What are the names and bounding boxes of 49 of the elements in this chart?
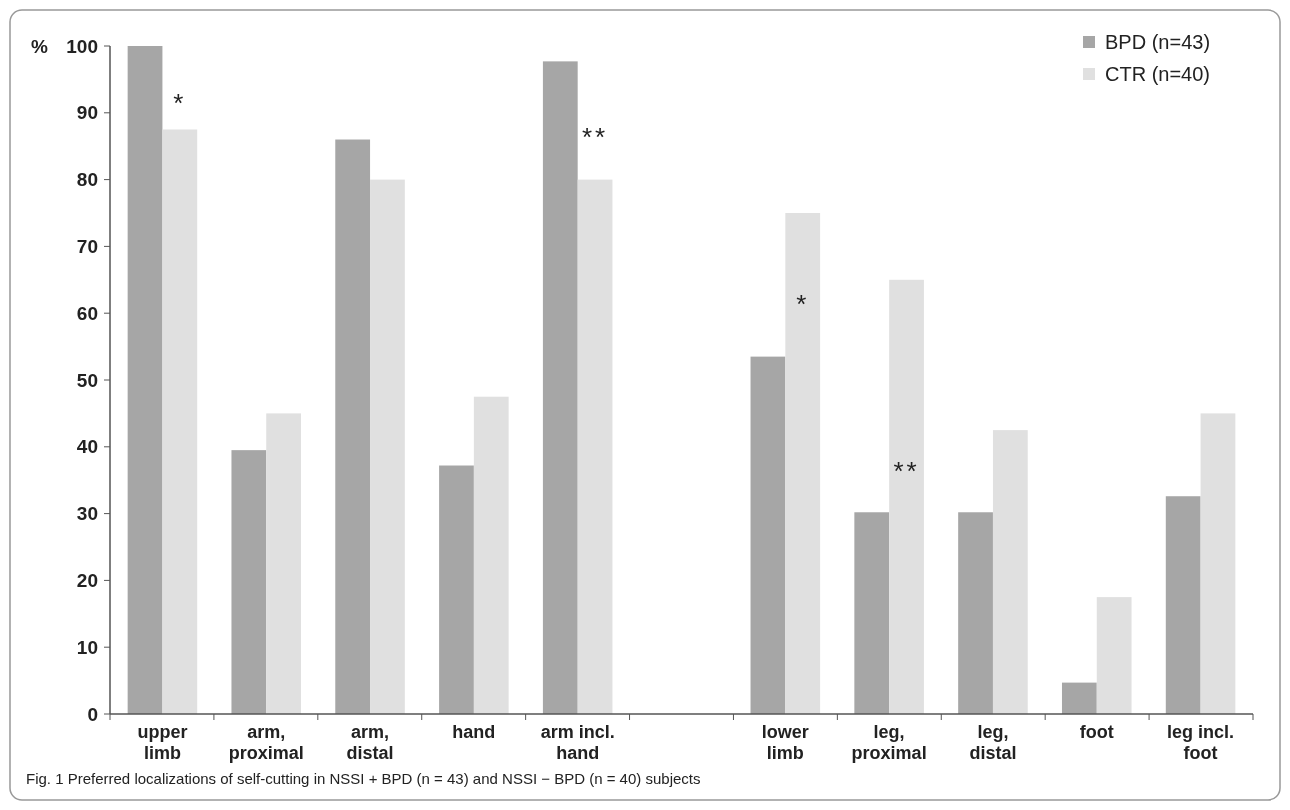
x-tick-label: arm, proximal bbox=[228, 722, 304, 763]
y-tick-label: 40 bbox=[76, 436, 98, 458]
legend-label: BPD (n=43) bbox=[1105, 31, 1211, 53]
bar bbox=[231, 450, 267, 714]
y-axis-title: % bbox=[31, 35, 49, 57]
bar bbox=[1200, 413, 1236, 714]
y-tick-label: 30 bbox=[76, 503, 98, 525]
bar bbox=[1096, 597, 1132, 714]
x-tick-label: arm, distal bbox=[346, 722, 394, 763]
bar bbox=[854, 512, 890, 714]
annotation: * bbox=[796, 288, 810, 319]
bar bbox=[439, 465, 474, 714]
y-tick-label: 70 bbox=[76, 236, 98, 258]
x-tick-label: leg, proximal bbox=[851, 722, 927, 763]
annotation: ** bbox=[581, 121, 609, 152]
annotation: ** bbox=[893, 455, 920, 486]
bar bbox=[958, 512, 993, 714]
x-tick-label: foot bbox=[1079, 722, 1114, 742]
y-tick-label: 50 bbox=[76, 369, 98, 391]
x-tick-label: arm incl. hand bbox=[540, 722, 615, 763]
bar bbox=[1061, 682, 1097, 714]
x-tick-label: leg, distal bbox=[969, 722, 1017, 763]
y-tick-label: 0 bbox=[87, 703, 98, 725]
y-tick-label: 90 bbox=[76, 102, 98, 124]
y-tick-label: 80 bbox=[76, 169, 98, 191]
bar bbox=[370, 179, 405, 714]
x-tick-label: lower limb bbox=[761, 722, 809, 763]
bar bbox=[266, 413, 302, 714]
y-tick-label: 10 bbox=[76, 636, 98, 658]
bar bbox=[127, 46, 163, 714]
x-tick-label: hand bbox=[452, 722, 496, 742]
annotation: * bbox=[173, 88, 187, 119]
bar bbox=[162, 129, 198, 714]
caption: Fig. 1 Preferred localizations of self-cutting in NSSI + BPD (n = 43) and NSSI − BPD (n = 40) subjects bbox=[26, 770, 701, 787]
bar bbox=[577, 179, 613, 714]
legend-label: CTR (n=40) bbox=[1105, 63, 1211, 85]
x-tick-label: leg incl. foot bbox=[1167, 722, 1235, 763]
x-tick-label: upper limb bbox=[137, 722, 188, 763]
bar bbox=[473, 396, 509, 714]
bar bbox=[785, 213, 821, 714]
bar bbox=[889, 279, 924, 714]
y-tick-label: 100 bbox=[66, 35, 98, 57]
bar bbox=[750, 356, 786, 714]
bar bbox=[542, 61, 578, 714]
y-tick-label: 20 bbox=[76, 570, 98, 592]
bar bbox=[992, 430, 1028, 714]
y-tick-label: 60 bbox=[76, 302, 98, 324]
bar bbox=[1165, 496, 1201, 714]
bar bbox=[335, 139, 371, 714]
